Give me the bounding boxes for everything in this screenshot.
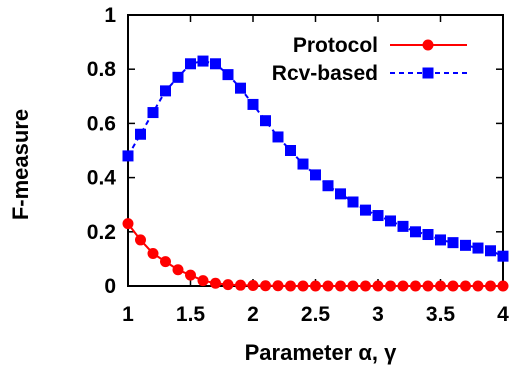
data-point: [135, 128, 146, 140]
data-point: [447, 237, 459, 249]
data-point: [235, 279, 246, 291]
data-point: [397, 280, 409, 292]
x-tick-label: 1.5: [176, 303, 206, 326]
data-point: [135, 234, 146, 246]
x-tick-label: 2: [247, 303, 259, 326]
y-axis-ticks: 0 0.2 0.4 0.6 0.8 1: [87, 4, 503, 298]
data-point: [185, 58, 196, 70]
series-protocol: [122, 218, 509, 292]
data-point: [347, 196, 359, 208]
data-point: [285, 145, 296, 156]
data-point: [410, 226, 421, 238]
x-tick-label: 2.5: [301, 303, 331, 326]
data-point: [147, 247, 159, 259]
series-line: [127, 223, 503, 287]
data-point: [222, 69, 234, 81]
data-point: [272, 280, 284, 292]
x-tick-label: 1: [122, 303, 134, 326]
data-point: [247, 279, 259, 291]
data-point: [160, 85, 171, 97]
data-point: [297, 280, 309, 292]
y-tick-label: 0.4: [87, 167, 117, 190]
legend-entry: Protocol: [293, 34, 467, 57]
data-point: [435, 234, 446, 246]
data-point: [297, 158, 309, 170]
data-point: [472, 242, 484, 254]
legend-label: Rcv-based: [272, 62, 378, 85]
data-point: [322, 280, 334, 292]
data-point: [422, 280, 434, 292]
data-point: [360, 204, 371, 216]
data-point: [372, 280, 384, 292]
y-tick-label: 0: [104, 275, 116, 298]
data-point: [172, 71, 184, 83]
data-point: [385, 280, 396, 292]
data-point: [235, 82, 246, 94]
data-point: [260, 115, 271, 127]
data-point: [497, 250, 509, 262]
data-point: [447, 280, 459, 292]
y-tick-label: 0.2: [87, 221, 116, 244]
y-tick-label: 0.6: [87, 112, 116, 135]
data-point: [360, 280, 371, 292]
legend-marker: [422, 39, 434, 51]
data-point: [210, 277, 221, 289]
series-rcv-based: [122, 55, 509, 262]
data-point: [197, 275, 209, 287]
x-tick-label: 3.5: [426, 303, 456, 326]
data-point: [335, 188, 346, 200]
data-point: [485, 280, 496, 292]
legend-label: Protocol: [293, 34, 378, 57]
data-point: [285, 280, 296, 292]
data-point: [485, 245, 496, 257]
data-point: [310, 280, 321, 292]
data-point: [310, 169, 321, 181]
data-point: [460, 239, 471, 251]
legend: Protocol Rcv-based: [272, 34, 467, 85]
data-point: [122, 150, 134, 162]
legend-entry: Rcv-based: [272, 62, 467, 85]
data-point: [322, 180, 334, 192]
data-point: [160, 256, 171, 268]
data-point: [260, 280, 271, 292]
data-point: [272, 131, 284, 143]
data-point: [410, 280, 421, 292]
data-point: [210, 58, 221, 70]
data-point: [247, 98, 259, 110]
data-point: [497, 280, 509, 292]
data-point: [422, 229, 434, 241]
series-line: [127, 60, 504, 258]
x-axis-ticks: 1 1.5 2 2.5 3 3.5 4: [122, 15, 509, 326]
y-tick-label: 0.8: [87, 58, 117, 81]
x-tick-label: 4: [497, 303, 509, 326]
data-point: [372, 210, 384, 222]
data-point: [335, 280, 346, 292]
y-tick-label: 1: [104, 4, 116, 27]
data-point: [460, 280, 471, 292]
data-point: [222, 279, 234, 291]
data-point: [397, 220, 409, 232]
legend-marker: [422, 67, 434, 79]
x-axis-label: Parameter α, γ: [245, 340, 397, 365]
y-axis-label: F-measure: [8, 109, 33, 220]
data-point: [472, 280, 484, 292]
data-point: [172, 264, 184, 276]
series-layer: [122, 55, 509, 292]
x-tick-label: 3: [372, 303, 384, 326]
data-point: [347, 280, 359, 292]
data-point: [122, 218, 134, 230]
data-point: [385, 215, 396, 227]
data-point: [147, 107, 159, 119]
data-point: [185, 269, 196, 281]
data-point: [435, 280, 446, 292]
data-point: [197, 55, 209, 67]
